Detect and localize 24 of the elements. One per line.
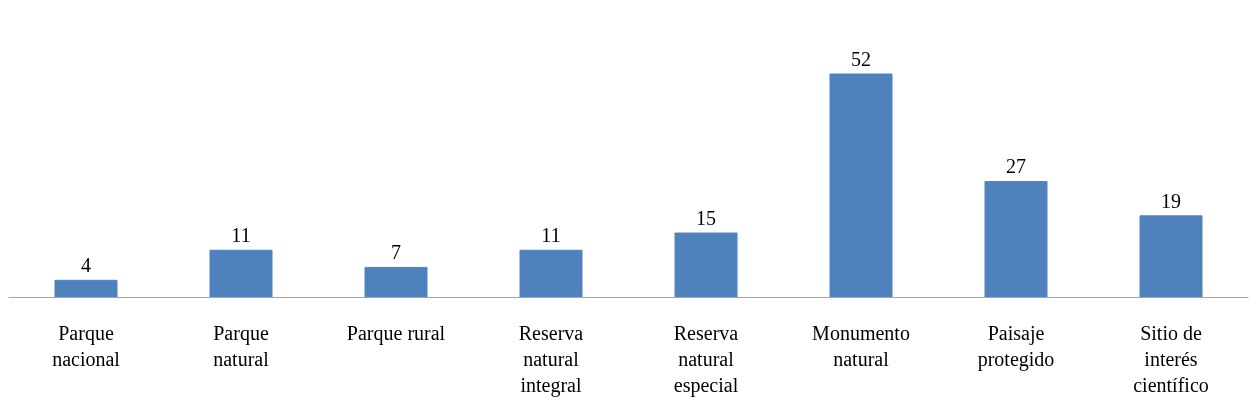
- data-label: 19: [1161, 189, 1181, 212]
- bar: [519, 249, 583, 298]
- data-label: 15: [696, 207, 716, 230]
- bar: [984, 180, 1048, 298]
- x-tick-label: Parque natural: [213, 321, 270, 370]
- data-label: 11: [231, 224, 251, 247]
- data-label: 4: [81, 254, 91, 277]
- x-tick-label: Sitio de interés científico: [1133, 321, 1209, 397]
- bar: [674, 232, 738, 298]
- bar: [829, 73, 893, 298]
- x-tick-label: Reserva natural integral: [518, 321, 584, 398]
- x-tick-label: Reserva natural especial: [673, 321, 739, 398]
- data-label: 11: [541, 224, 561, 247]
- x-tick-label: Paisaje protegido: [977, 321, 1055, 371]
- x-tick-label: Monumento natural: [812, 321, 910, 370]
- data-label: 52: [851, 48, 871, 71]
- bar: [1139, 215, 1203, 298]
- data-label: 27: [1006, 155, 1026, 178]
- bar: [364, 266, 428, 298]
- bar: [209, 249, 273, 298]
- data-label: 7: [391, 241, 401, 264]
- x-tick-label: Parque rural: [346, 321, 446, 345]
- x-tick-label: Parque nacional: [52, 321, 121, 370]
- bar: [54, 279, 118, 298]
